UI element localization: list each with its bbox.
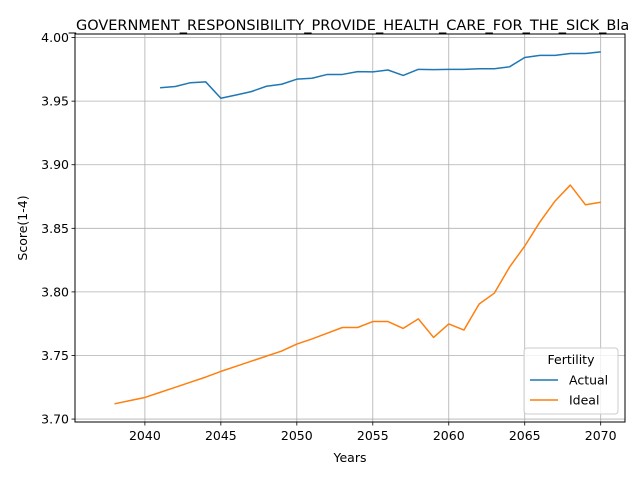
x-tick-label: 2065 bbox=[509, 428, 541, 443]
legend-label-ideal: Ideal bbox=[569, 393, 599, 408]
y-tick-label: 3.85 bbox=[41, 221, 69, 236]
y-tick-label: 3.95 bbox=[41, 94, 69, 109]
x-tick-label: 2045 bbox=[205, 428, 237, 443]
x-axis-ticks: 2040 2045 2050 2055 2060 2065 2070 bbox=[129, 422, 617, 443]
x-tick-label: 2060 bbox=[433, 428, 465, 443]
y-tick-label: 3.80 bbox=[41, 284, 69, 299]
legend: Fertility Actual Ideal bbox=[523, 347, 619, 415]
series-line-ideal bbox=[114, 184, 601, 405]
legend-title: Fertility bbox=[548, 352, 596, 367]
legend-entries: Actual Ideal bbox=[530, 373, 608, 408]
x-axis-label: Years bbox=[333, 450, 367, 465]
y-tick-label: 3.90 bbox=[41, 157, 69, 172]
y-axis-ticks: 3.70 3.75 3.80 3.85 3.90 3.95 4.00 bbox=[41, 30, 75, 427]
chart-title: _GOVERNMENT_RESPONSIBILITY_PROVIDE_HEALT… bbox=[68, 18, 630, 34]
series-lines bbox=[114, 51, 601, 405]
series-line-actual bbox=[160, 51, 601, 99]
legend-label-actual: Actual bbox=[569, 373, 608, 388]
grid bbox=[75, 34, 625, 422]
y-tick-label: 4.00 bbox=[41, 30, 69, 45]
y-axis-label: Score(1-4) bbox=[15, 195, 30, 260]
x-tick-label: 2070 bbox=[585, 428, 617, 443]
legend-box bbox=[523, 347, 619, 415]
x-tick-label: 2055 bbox=[357, 428, 389, 443]
y-tick-label: 3.70 bbox=[41, 412, 69, 427]
x-tick-label: 2040 bbox=[129, 428, 161, 443]
x-tick-label: 2050 bbox=[281, 428, 313, 443]
y-tick-label: 3.75 bbox=[41, 348, 69, 363]
